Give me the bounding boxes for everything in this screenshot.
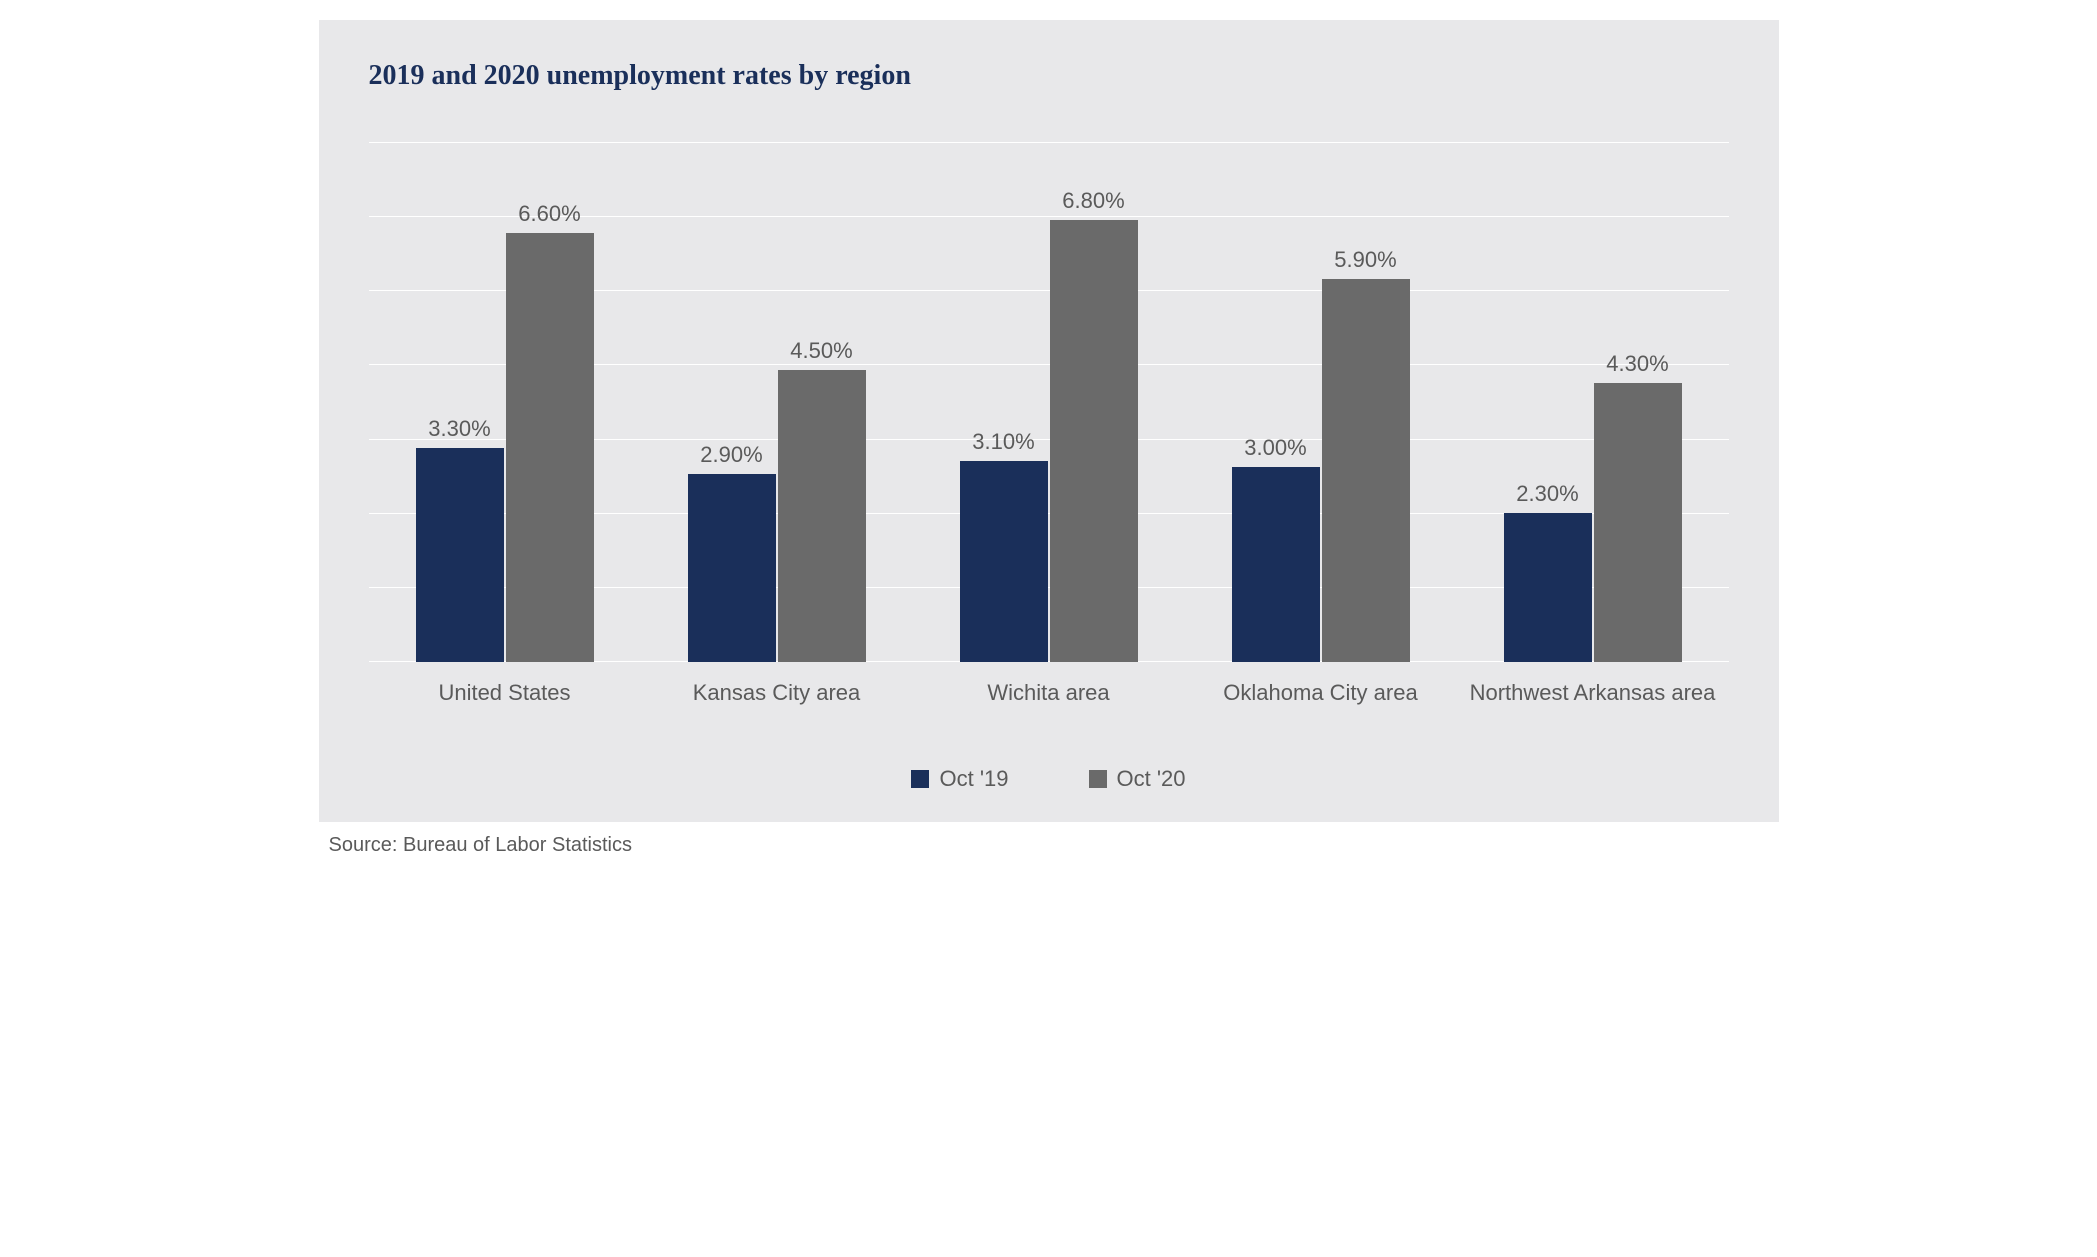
bar-wrap: 5.90%	[1322, 247, 1410, 663]
bars-row: 3.30% 6.60% 2.90% 4.50% 3.10% 6.80% 3.00% 5.90%…	[369, 142, 1729, 662]
bar-wrap: 4.50%	[778, 338, 866, 663]
legend-item: Oct '20	[1089, 766, 1186, 792]
bar	[1322, 279, 1410, 663]
legend-label: Oct '20	[1117, 766, 1186, 792]
category-label: Oklahoma City area	[1185, 680, 1457, 706]
source-text: Source: Bureau of Labor Statistics	[319, 834, 1779, 857]
bar-group: 2.30% 4.30%	[1457, 351, 1729, 663]
bar-value-label: 3.00%	[1244, 435, 1306, 461]
plot-area: 3.30% 6.60% 2.90% 4.50% 3.10% 6.80% 3.00% 5.90%…	[369, 142, 1729, 662]
category-label: Wichita area	[913, 680, 1185, 706]
bar-wrap: 3.00%	[1232, 435, 1320, 662]
bar-group: 2.90% 4.50%	[641, 338, 913, 663]
bar-value-label: 3.30%	[428, 416, 490, 442]
bar	[960, 461, 1048, 663]
bar-group: 3.10% 6.80%	[913, 188, 1185, 662]
bar	[1050, 220, 1138, 662]
legend-item: Oct '19	[911, 766, 1008, 792]
bar-value-label: 2.30%	[1516, 481, 1578, 507]
category-label: United States	[369, 680, 641, 706]
bar	[506, 233, 594, 662]
bar	[1232, 467, 1320, 662]
legend-swatch	[1089, 770, 1107, 788]
bar-wrap: 6.60%	[506, 201, 594, 662]
bar-wrap: 6.80%	[1050, 188, 1138, 662]
legend-swatch	[911, 770, 929, 788]
category-label: Northwest Arkansas area	[1457, 680, 1729, 706]
bar-group: 3.00% 5.90%	[1185, 247, 1457, 663]
bar-value-label: 4.50%	[790, 338, 852, 364]
chart-container: 2019 and 2020 unemployment rates by regi…	[319, 20, 1779, 822]
bar	[416, 448, 504, 663]
bar-value-label: 2.90%	[700, 442, 762, 468]
bar-group: 3.30% 6.60%	[369, 201, 641, 662]
bar-value-label: 6.60%	[518, 201, 580, 227]
legend: Oct '19 Oct '20	[369, 766, 1729, 792]
bar-wrap: 2.90%	[688, 442, 776, 663]
chart-title: 2019 and 2020 unemployment rates by regi…	[369, 60, 1729, 92]
bar-value-label: 3.10%	[972, 429, 1034, 455]
bar-value-label: 4.30%	[1606, 351, 1668, 377]
bar	[688, 474, 776, 663]
bar-value-label: 6.80%	[1062, 188, 1124, 214]
bar-wrap: 3.30%	[416, 416, 504, 663]
bar-wrap: 4.30%	[1594, 351, 1682, 663]
bar-wrap: 2.30%	[1504, 481, 1592, 663]
bar	[1594, 383, 1682, 663]
legend-label: Oct '19	[939, 766, 1008, 792]
category-label: Kansas City area	[641, 680, 913, 706]
category-labels: United StatesKansas City areaWichita are…	[369, 680, 1729, 706]
bar	[778, 370, 866, 663]
bar-wrap: 3.10%	[960, 429, 1048, 663]
bar	[1504, 513, 1592, 663]
bar-value-label: 5.90%	[1334, 247, 1396, 273]
